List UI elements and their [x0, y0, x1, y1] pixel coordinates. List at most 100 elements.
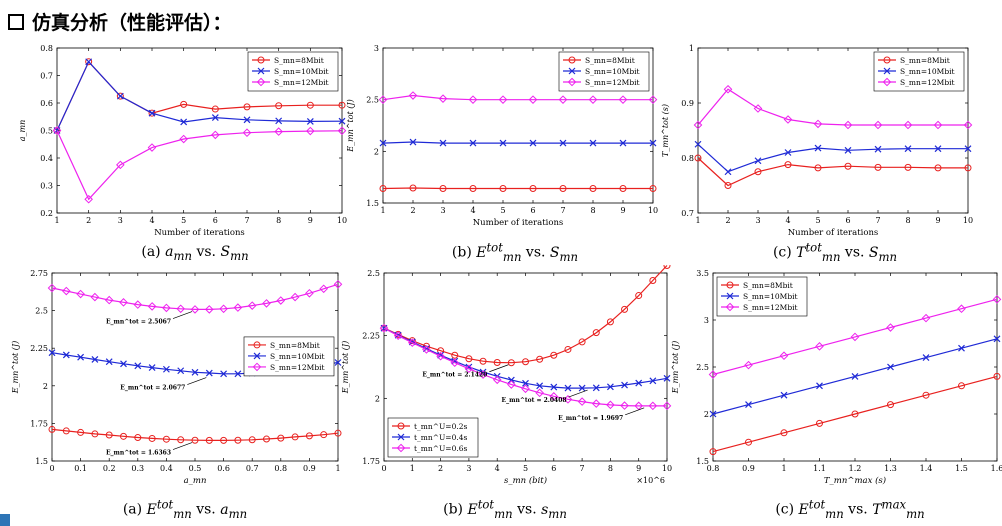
x-tick-label: 4 [470, 206, 475, 215]
x-tick-label: 1 [410, 464, 415, 473]
data-point [578, 384, 586, 392]
legend-marker [252, 362, 262, 372]
data-point [479, 357, 487, 365]
y-tick-label: 2 [374, 147, 379, 156]
data-point [784, 161, 792, 169]
data-point [180, 118, 188, 126]
data-point [263, 435, 270, 443]
data-point [577, 397, 587, 406]
data-point [619, 139, 627, 147]
data-point [507, 376, 515, 384]
y-axis-label: E_mn^tot (J) [346, 99, 355, 153]
data-point [621, 305, 629, 313]
chart-svg: 1 2 3 4 5 6 7 8 9 10 1.5 2 2.5 3 Number of iterations E… [346, 44, 658, 228]
data-point [437, 347, 445, 355]
y-tick-label: 0.2 [40, 209, 53, 218]
annotation-label: E_mn^tot = 2.0677 [120, 385, 185, 392]
caption-c6: (c) Etotmn vs. Tmaxmn [775, 497, 925, 521]
data-point [275, 117, 283, 125]
legend-marker [257, 56, 265, 64]
data-point [843, 120, 853, 130]
legend-marker [882, 77, 892, 87]
data-point [77, 428, 85, 436]
data-point [379, 323, 389, 333]
data-point [450, 358, 460, 368]
y-tick-label: 1.5 [35, 457, 48, 466]
y-tick-label: 0.8 [40, 44, 53, 53]
data-point [618, 95, 628, 104]
data-point [105, 431, 113, 439]
series-3 [378, 91, 658, 104]
x-tick-label: 4 [495, 464, 500, 473]
data-point [780, 429, 788, 437]
data-point [648, 95, 658, 104]
data-point [814, 164, 822, 172]
data-point [723, 84, 733, 94]
x-multiplier: ×10^6 [636, 476, 665, 485]
x-tick-label: 0.4 [160, 464, 173, 473]
data-point [522, 379, 529, 387]
legend-label: S_mn=8Mbit [274, 56, 324, 65]
annotation-label: E_mn^tot = 1.9697 [558, 415, 623, 422]
series-3 [379, 323, 672, 411]
chart-svg: 1 2 3 4 5 6 7 8 9 10 0.2 0.3 0.4 0.5 0.6 0.7 0.8 Number o… [18, 44, 347, 238]
data-point [724, 168, 732, 176]
annotation-arrow [568, 389, 588, 398]
data-point [191, 436, 199, 444]
data-point [724, 182, 732, 189]
data-point [635, 379, 643, 387]
data-point [48, 425, 56, 433]
x-tick-label: 4 [149, 216, 154, 225]
x-tick-label: 1 [781, 464, 786, 473]
data-point [439, 185, 447, 193]
data-point [148, 434, 156, 442]
chart-svg: 0 0.1 0.2 0.3 0.4 0.5 0.6 0.7 0.8 0.9 1 1.5 1.75 2 2.2… [11, 269, 343, 486]
data-point [234, 436, 242, 444]
data-point [85, 58, 93, 66]
x-axis-label: s_mn (bit) [504, 475, 547, 486]
data-point [957, 304, 966, 314]
data-point [903, 120, 913, 130]
data-point [85, 58, 93, 66]
chart-e-vs-s-mn: 1 2 3 4 5 6 7 8 9 10 1.5 2 2.5 3 Number of iterations E… [343, 40, 673, 240]
legend-marker [253, 341, 261, 349]
data-point [338, 117, 346, 125]
data-point [234, 370, 242, 378]
series-line [383, 265, 668, 364]
data-point [559, 185, 567, 193]
data-point [306, 126, 315, 136]
series-line [712, 298, 998, 376]
data-point [536, 355, 544, 363]
x-tick-label: 5 [181, 216, 186, 225]
data-point [922, 354, 930, 362]
data-point [964, 164, 972, 172]
data-point [873, 120, 883, 130]
data-point [133, 300, 143, 309]
y-tick-label: 0.7 [681, 209, 694, 218]
x-axis-label: a_mn [184, 476, 207, 486]
x-tick-label: 5 [500, 206, 505, 215]
data-point [507, 380, 516, 389]
x-tick-label: 2 [86, 216, 91, 225]
data-point [379, 185, 387, 193]
annotation-label: E_mn^tot = 2.0408 [502, 397, 567, 404]
data-point [529, 185, 537, 193]
data-point [693, 120, 703, 130]
data-point [61, 286, 71, 296]
data-point [563, 395, 573, 404]
x-tick-label: 0.9 [742, 464, 755, 473]
x-tick-label: 1.4 [920, 464, 933, 473]
series-3 [52, 126, 347, 204]
data-point [378, 95, 388, 104]
x-tick-label: 3 [466, 464, 471, 473]
y-tick-label: 0.6 [40, 99, 53, 108]
annotation: E_mn^tot = 1.9697 [558, 407, 645, 422]
x-tick-label: 0.5 [189, 464, 202, 473]
data-point [439, 139, 447, 147]
data-point [620, 401, 629, 410]
annotation: E_mn^tot = 2.0677 [120, 377, 207, 392]
legend: S_mn=8Mbit S_mn=10Mbit S_mn=12Mbit [247, 51, 339, 92]
y-tick-label: 1 [689, 44, 694, 53]
x-tick-label: 6 [845, 216, 850, 225]
data-point [648, 401, 658, 411]
